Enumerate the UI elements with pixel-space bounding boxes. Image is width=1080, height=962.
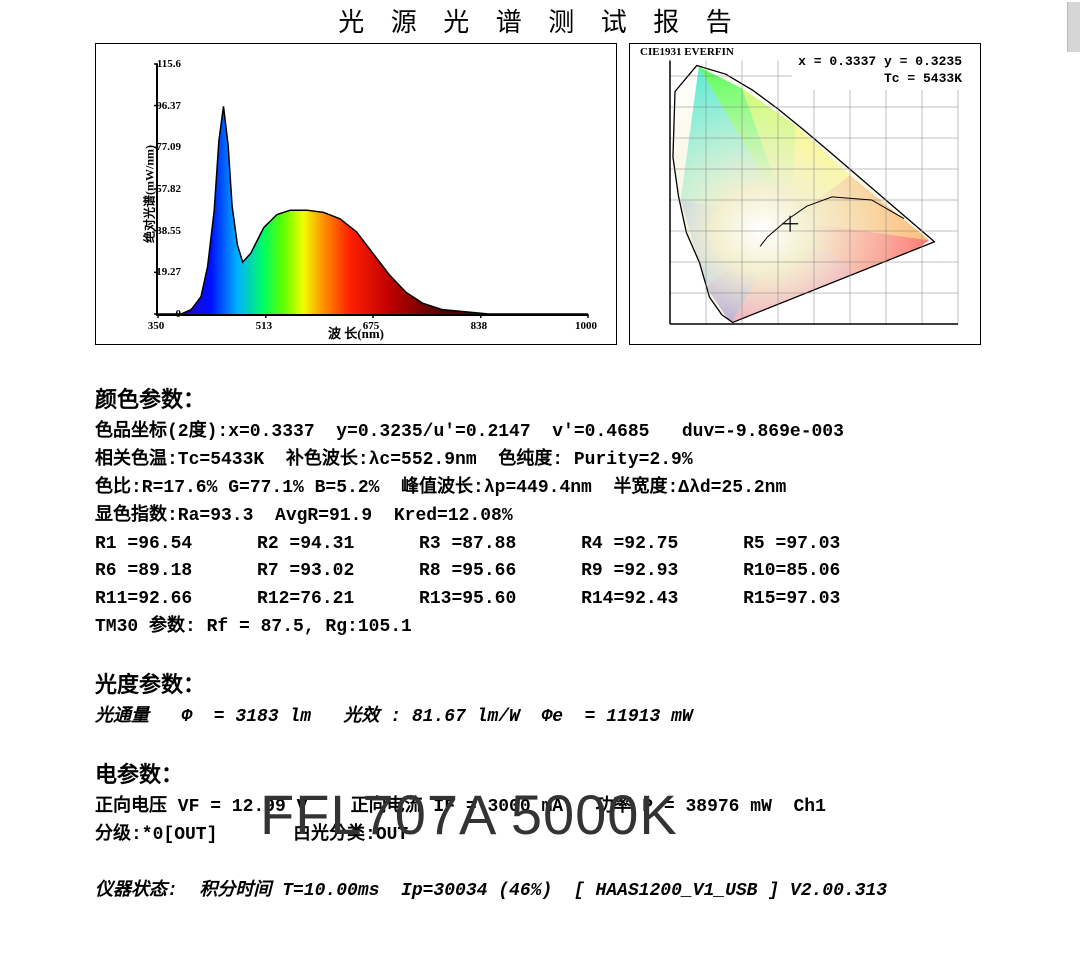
color-line4: 显色指数:Ra=93.3 AvgR=91.9 Kred=12.08%: [95, 506, 513, 526]
charts-row: 绝对光谱(mW/nm) 波 长(nm) 019.2738.5557.8277.0…: [95, 43, 1065, 345]
color-line2: 相关色温:Tc=5433K 补色波长:λc=552.9nm 色纯度: Purit…: [95, 450, 693, 470]
photometric-line: 光通量 Φ = 3183 lm 光效 : 81.67 lm/W Φe = 119…: [95, 707, 693, 727]
spectrum-ytick: 38.55: [141, 225, 181, 237]
cie-annot-xy: x = 0.3337 y = 0.3235: [798, 54, 962, 71]
spectrum-xtick: 1000: [575, 320, 597, 332]
model-overlay-text: FFL707A 5000K: [260, 782, 678, 847]
spectrum-xtick: 838: [471, 320, 488, 332]
electrical-heading: 电参数：: [95, 764, 183, 789]
spectrum-ytick: 19.27: [141, 266, 181, 278]
color-params-heading: 颜色参数：: [95, 389, 205, 414]
instrument-line: 仪器状态: 积分时间 T=10.00ms Ip=30034 (46%) [ HA…: [95, 881, 887, 901]
spectrum-xtick: 675: [363, 320, 380, 332]
spectrum-xtick: 350: [148, 320, 165, 332]
report-title: 光 源 光 谱 测 试 报 告: [15, 2, 1065, 39]
color-line1: 色品坐标(2度):x=0.3337 y=0.3235/u'=0.2147 v'=…: [95, 422, 844, 442]
color-line3: 色比:R=17.6% G=77.1% B=5.2% 峰值波长:λp=449.4n…: [95, 478, 786, 498]
spectrum-ytick: 115.6: [141, 58, 181, 70]
cie-annotation: x = 0.3337 y = 0.3235 Tc = 5433K: [792, 52, 968, 90]
cri-row-3: R11=92.66 R12=76.21 R13=95.60 R14=92.43 …: [95, 589, 840, 609]
spectrum-xtick: 513: [256, 320, 273, 332]
scrollbar-fragment: [1067, 2, 1080, 52]
spectrum-chart: 绝对光谱(mW/nm) 波 长(nm) 019.2738.5557.8277.0…: [95, 43, 617, 345]
cri-row-2: R6 =89.18 R7 =93.02 R8 =95.66 R9 =92.93 …: [95, 561, 840, 581]
cie-annot-tc: Tc = 5433K: [798, 71, 962, 88]
spectrum-ytick: 77.09: [141, 141, 181, 153]
spectrum-ytick: 57.82: [141, 183, 181, 195]
tm30-line: TM30 参数: Rf = 87.5, Rg:105.1: [95, 617, 412, 637]
photometric-heading: 光度参数：: [95, 674, 205, 699]
cie-chart: CIE1931 EVERFIN x = 0.3337 y = 0.3235 Tc…: [629, 43, 981, 345]
cri-row-1: R1 =96.54 R2 =94.31 R3 =87.88 R4 =92.75 …: [95, 534, 840, 554]
spectrum-ytick: 96.37: [141, 100, 181, 112]
spectrum-plot-area: [156, 64, 588, 316]
spectrum-ytick: 0: [141, 308, 181, 320]
